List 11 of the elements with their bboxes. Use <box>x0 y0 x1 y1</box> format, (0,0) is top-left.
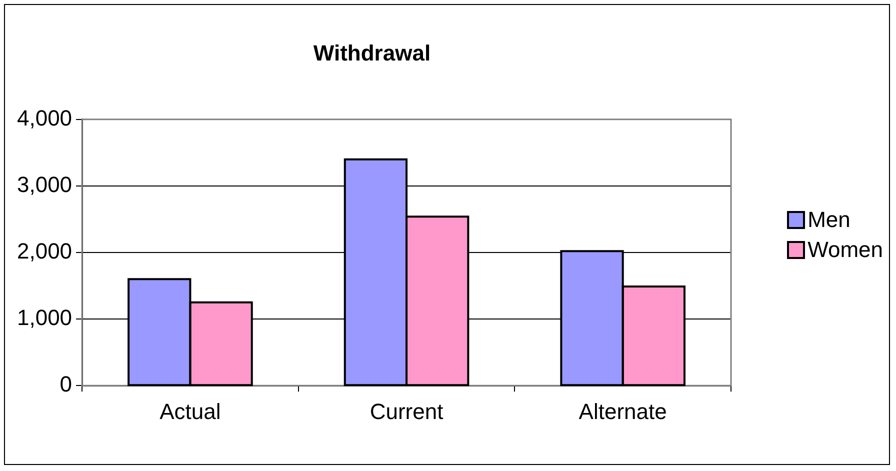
y-tick-label: 0 <box>60 372 72 397</box>
y-tick-label: 4,000 <box>16 105 72 130</box>
legend-label: Men <box>808 206 850 234</box>
x-tick-label: Alternate <box>578 398 667 424</box>
y-tick-label: 1,000 <box>16 305 72 330</box>
x-tick-label: Actual <box>160 398 221 424</box>
chart-title: Withdrawal <box>313 40 431 66</box>
y-tick-label: 3,000 <box>16 172 72 198</box>
y-tick-label: 2,000 <box>16 238 72 264</box>
legend-label: Women <box>808 236 883 264</box>
x-tick-label: Current <box>370 398 444 424</box>
